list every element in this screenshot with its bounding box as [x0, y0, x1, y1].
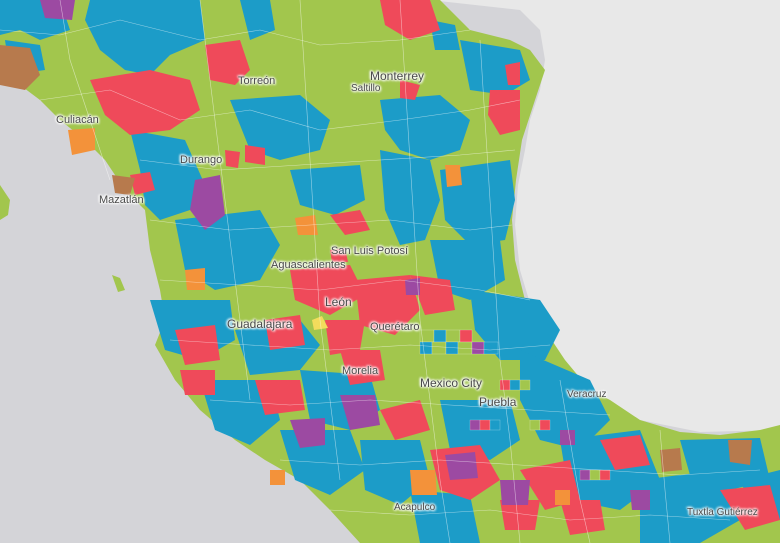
region-brown	[0, 45, 752, 472]
region-orange	[68, 128, 570, 505]
region-red	[90, 0, 780, 535]
city-label-tuxtla-gutierrez[interactable]: Tuxtla Gutiérrez	[687, 507, 758, 518]
city-label-torreon[interactable]: Torreón	[238, 75, 276, 87]
city-label-veracruz[interactable]: Veracruz	[567, 389, 607, 400]
city-label-guadalajara[interactable]: Guadalajara	[227, 317, 293, 331]
region-purple	[40, 0, 650, 510]
city-label-durango[interactable]: Durango	[180, 154, 223, 166]
city-label-mazatlan[interactable]: Mazatlán	[99, 194, 144, 206]
island	[112, 275, 125, 292]
baja-tip	[0, 185, 10, 220]
city-label-culiacan[interactable]: Culiacán	[56, 114, 99, 126]
city-label-leon[interactable]: León	[325, 295, 352, 309]
city-label-puebla[interactable]: Puebla	[479, 395, 517, 409]
city-label-acapulco[interactable]: Acapulco	[394, 502, 436, 513]
central-mosaic	[419, 329, 611, 481]
gulf-of-mexico	[430, 0, 780, 432]
city-label-aguascalientes[interactable]: Aguascalientes	[271, 259, 346, 271]
municipal-borders	[0, 0, 761, 543]
city-label-saltillo[interactable]: Saltillo	[351, 83, 381, 94]
city-label-san-luis-potosi[interactable]: San Luis Potosí	[331, 245, 409, 257]
city-label-morelia[interactable]: Morelia	[342, 365, 379, 377]
city-label-mexico-city[interactable]: Mexico City	[420, 376, 483, 390]
city-label-monterrey[interactable]: Monterrey	[370, 69, 425, 83]
region-yellow	[312, 316, 328, 330]
city-label-queretaro[interactable]: Querétaro	[370, 321, 420, 333]
